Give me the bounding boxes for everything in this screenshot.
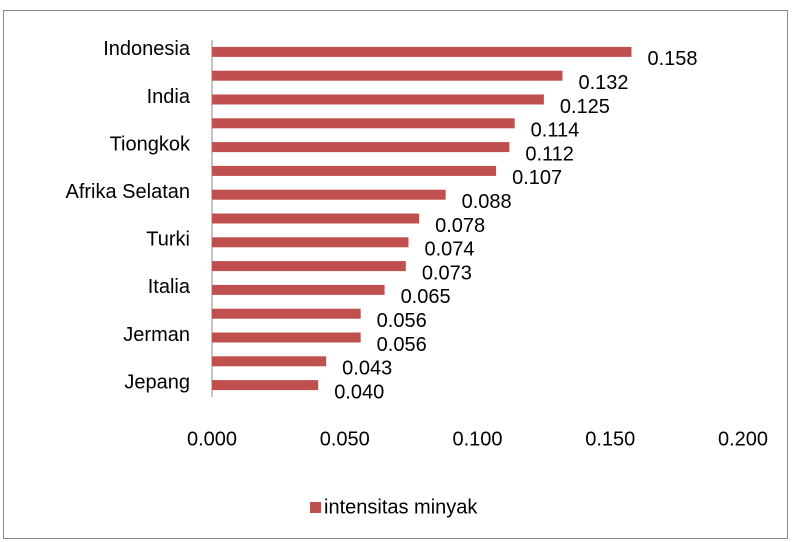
y-tick-label: Tiongkok [110, 133, 191, 155]
bar [212, 213, 420, 224]
data-label: 0.065 [401, 286, 451, 308]
y-tick-label: Turki [146, 229, 190, 251]
data-label: 0.132 [578, 72, 628, 94]
data-label: 0.088 [462, 191, 512, 213]
bar [212, 118, 515, 129]
chart-frame [3, 10, 788, 539]
x-tick-label: 0.100 [452, 428, 502, 450]
bar [212, 237, 409, 248]
y-tick-label: Italia [148, 276, 191, 298]
data-label: 0.112 [525, 143, 574, 165]
y-tick-label: Indonesia [103, 38, 191, 60]
bar [212, 332, 361, 343]
data-label: 0.125 [560, 96, 610, 118]
y-tick-label: Jerman [123, 324, 190, 346]
y-tick-label: Jepang [124, 371, 190, 393]
y-tick-label: Afrika Selatan [65, 181, 190, 203]
legend-label: intensitas minyak [324, 496, 478, 518]
x-tick-label: 0.150 [585, 428, 635, 450]
y-tick-label: India [147, 86, 191, 108]
bar [212, 380, 319, 391]
data-label: 0.078 [435, 215, 485, 237]
data-label: 0.074 [424, 239, 474, 261]
bar [212, 261, 406, 272]
legend-swatch [310, 502, 321, 513]
bar [212, 46, 632, 57]
data-label: 0.040 [334, 381, 384, 403]
x-tick-label: 0.050 [320, 428, 370, 450]
data-label: 0.043 [342, 358, 392, 380]
bar [212, 308, 361, 319]
data-label: 0.056 [377, 310, 427, 332]
x-tick-label: 0.200 [718, 428, 768, 450]
bar [212, 165, 497, 176]
bar [212, 284, 385, 295]
bar [212, 70, 563, 81]
data-label: 0.073 [422, 262, 472, 284]
bar [212, 356, 327, 367]
data-label: 0.114 [531, 120, 580, 142]
data-label: 0.107 [512, 167, 562, 189]
bar [212, 142, 510, 153]
x-tick-label: 0.000 [187, 428, 237, 450]
data-label: 0.056 [377, 334, 427, 356]
bar [212, 189, 446, 200]
data-label: 0.158 [647, 48, 697, 70]
bar [212, 94, 544, 105]
